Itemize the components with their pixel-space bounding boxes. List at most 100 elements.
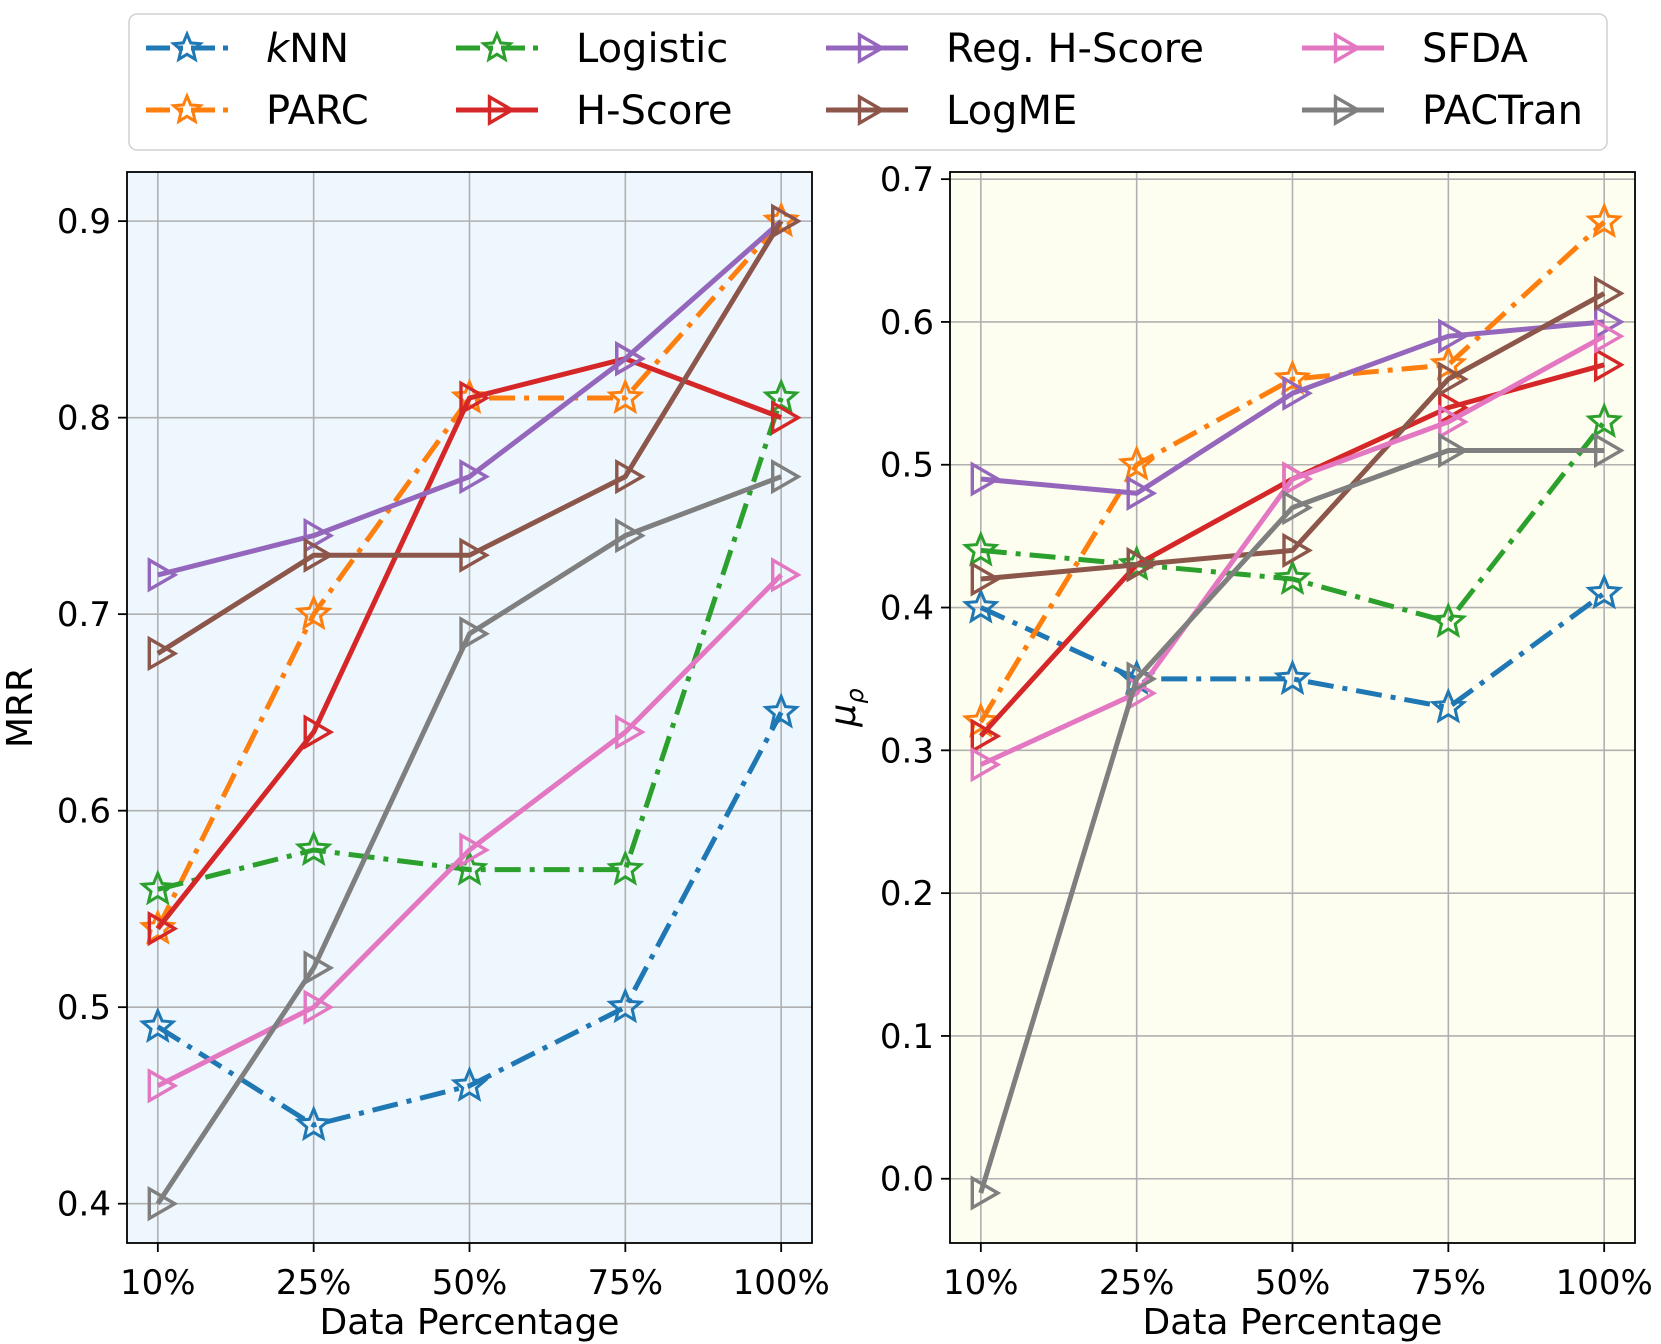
data-point-triangle-icon bbox=[1438, 361, 1469, 397]
series-pactran bbox=[147, 458, 802, 1222]
data-point-triangle-icon bbox=[303, 517, 335, 554]
y-tick-label: 0.5 bbox=[57, 988, 111, 1028]
data-point-star-icon bbox=[1585, 573, 1624, 610]
y-tick-label: 0.3 bbox=[880, 731, 934, 771]
series-line bbox=[155, 219, 784, 930]
data-point-star-icon bbox=[1273, 359, 1312, 396]
data-point-star-icon bbox=[294, 1105, 333, 1142]
series-parc bbox=[138, 201, 801, 945]
legend-marker-star-icon bbox=[479, 30, 515, 63]
data-point-triangle-icon bbox=[147, 557, 179, 593]
data-point-star-icon bbox=[961, 530, 1000, 567]
data-point-triangle-icon bbox=[771, 557, 802, 593]
data-point-triangle-icon bbox=[615, 517, 646, 554]
series-line bbox=[157, 397, 784, 892]
legend-item-knn: kNN bbox=[146, 26, 349, 72]
grid bbox=[127, 172, 812, 1243]
data-point-star-icon bbox=[762, 692, 801, 729]
x-tick-label: 10% bbox=[943, 1263, 1019, 1303]
data-point-star-icon bbox=[1585, 202, 1624, 239]
legend-label: Reg. H-Score bbox=[946, 26, 1204, 72]
legend-marker-star-icon bbox=[169, 92, 205, 125]
series-line bbox=[156, 219, 784, 656]
y-axis: 0.0 0.1 0.2 0.3 0.4 0.5 0.6 0.7 μρ bbox=[823, 160, 950, 1200]
mrr-chart-panel: 10% 25% 50% 75% 100% Data Percentage 0.4 0.5 0.6… bbox=[0, 171, 830, 1343]
legend-marker-triangle-icon bbox=[1333, 32, 1362, 64]
series-line bbox=[155, 474, 783, 1206]
series-knn bbox=[138, 692, 801, 1142]
legend-label: Logistic bbox=[576, 26, 728, 72]
data-point-triangle-icon bbox=[771, 458, 802, 495]
x-axis-label: Data Percentage bbox=[320, 1302, 620, 1343]
legend: kNN PARC Logistic H-Score Reg. H-Score LogME S… bbox=[128, 13, 1608, 151]
data-point-triangle-icon bbox=[147, 635, 179, 672]
data-point-star-icon bbox=[294, 830, 333, 867]
data-point-triangle-icon bbox=[970, 1175, 1002, 1211]
data-point-triangle-icon bbox=[303, 950, 335, 986]
x-tick-label: 10% bbox=[120, 1263, 196, 1303]
data-point-triangle-icon bbox=[970, 746, 1002, 783]
series-line bbox=[156, 573, 783, 1089]
x-axis-label: Data Percentage bbox=[1143, 1302, 1443, 1343]
data-point-triangle-icon bbox=[970, 561, 1002, 597]
data-point-triangle-icon bbox=[147, 1068, 179, 1104]
data-point-triangle-icon bbox=[1282, 375, 1313, 412]
legend-item-logistic: Logistic bbox=[456, 26, 728, 72]
grid bbox=[950, 172, 1635, 1243]
data-point-triangle-icon bbox=[1438, 432, 1469, 469]
y-tick-label: 0.5 bbox=[880, 446, 934, 486]
y-tick-label: 0.4 bbox=[57, 1185, 111, 1225]
series-pactran bbox=[970, 432, 1625, 1211]
x-tick-label: 25% bbox=[1099, 1263, 1175, 1303]
y-tick-label: 0.2 bbox=[880, 874, 934, 914]
data-point-triangle-icon bbox=[459, 380, 490, 416]
data-point-triangle-icon bbox=[303, 714, 335, 750]
data-point-triangle-icon bbox=[1593, 275, 1625, 312]
legend-item-parc: PARC bbox=[146, 88, 369, 134]
data-point-triangle-icon bbox=[1438, 318, 1469, 354]
data-point-triangle-icon bbox=[1593, 432, 1625, 469]
data-point-triangle-icon bbox=[1282, 461, 1313, 497]
series-line bbox=[155, 356, 783, 931]
series-line bbox=[980, 319, 1605, 496]
series-line bbox=[979, 334, 1606, 767]
y-tick-label: 0.6 bbox=[880, 303, 934, 343]
data-point-star-icon bbox=[1273, 559, 1312, 596]
data-point-star-icon bbox=[762, 378, 801, 415]
data-point-star-icon bbox=[138, 1006, 177, 1043]
x-axis: 10% 25% 50% 75% 100% Data Percentage bbox=[943, 1243, 1653, 1343]
x-tick-label: 50% bbox=[432, 1263, 508, 1303]
data-point-triangle-icon bbox=[1282, 489, 1313, 526]
data-point-star-icon bbox=[1273, 658, 1312, 696]
data-point-triangle-icon bbox=[147, 1186, 179, 1222]
data-point-star-icon bbox=[1585, 401, 1624, 438]
data-point-star-icon bbox=[138, 908, 177, 945]
legend-marker-triangle-icon bbox=[857, 94, 886, 126]
legend-label: LogME bbox=[946, 88, 1077, 134]
data-point-triangle-icon bbox=[615, 714, 646, 750]
legend-label: PACTran bbox=[1422, 88, 1583, 134]
legend-marker-star-icon bbox=[169, 30, 205, 63]
series-parc bbox=[961, 202, 1624, 738]
y-tick-label: 0.0 bbox=[880, 1160, 934, 1200]
y-axis-label: μρ bbox=[823, 688, 869, 727]
y-tick-label: 0.7 bbox=[880, 160, 934, 200]
data-point-triangle-icon bbox=[1593, 318, 1625, 354]
series-line bbox=[979, 591, 1606, 710]
data-point-triangle-icon bbox=[1126, 547, 1158, 583]
y-axis-label: MRR bbox=[0, 667, 41, 748]
data-point-star-icon bbox=[606, 987, 645, 1024]
data-point-triangle-icon bbox=[459, 458, 490, 495]
x-axis: 10% 25% 50% 75% 100% Data Percentage bbox=[120, 1243, 830, 1343]
data-point-star-icon bbox=[762, 201, 801, 238]
y-tick-label: 0.6 bbox=[57, 792, 111, 832]
legend-item-pactran: PACTran bbox=[1302, 88, 1583, 134]
series-sfda bbox=[147, 557, 802, 1104]
legend-label: PARC bbox=[266, 88, 369, 134]
data-point-triangle-icon bbox=[970, 461, 1002, 497]
data-point-triangle-icon bbox=[970, 718, 1002, 754]
data-point-triangle-icon bbox=[147, 910, 179, 947]
legend-item-sfda: SFDA bbox=[1302, 26, 1528, 72]
data-point-triangle-icon bbox=[1126, 661, 1158, 697]
